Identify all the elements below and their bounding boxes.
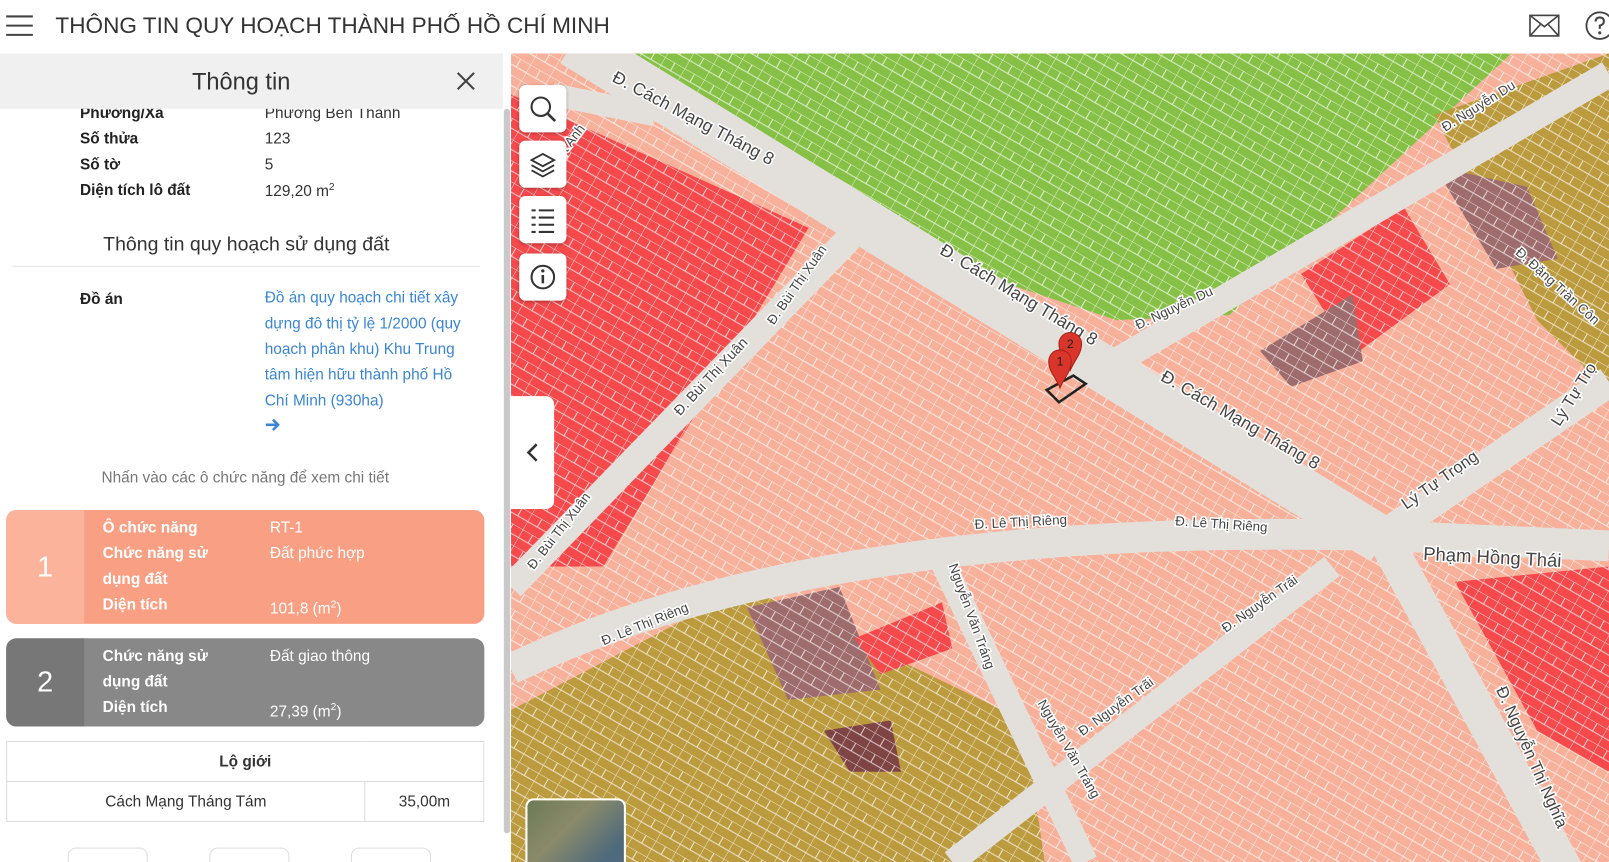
action-button[interactable] — [67, 847, 148, 862]
parcel-outline — [1044, 374, 1088, 404]
value-sup: 2 — [328, 181, 335, 193]
street-label: Đ. Lê Thị Riêng — [974, 512, 1067, 532]
cell-number: 1 — [6, 510, 85, 624]
marker-pin — [1048, 349, 1072, 390]
value-suffix: ) — [336, 600, 342, 618]
panel-body: Phường/Xã Phường Bến Thành Số thửa 123 S… — [0, 103, 503, 862]
cell-number: 2 — [6, 638, 85, 727]
panel-titlebar: Thông tin — [0, 53, 503, 109]
field-value: 5 — [264, 155, 274, 174]
cell-value: 27,39 (m2) — [270, 695, 342, 725]
map-marker[interactable]: 1 — [1048, 349, 1072, 390]
basemap-thumbnail[interactable] — [525, 798, 626, 862]
field-value: Phường Bến Thành — [264, 104, 401, 123]
divider — [12, 265, 481, 267]
info-button[interactable] — [519, 253, 567, 301]
header: THÔNG TIN QUY HOẠCH THÀNH PHỐ HỒ CHÍ MIN… — [0, 0, 1609, 54]
app-title: THÔNG TIN QUY HOẠCH THÀNH PHỐ HỒ CHÍ MIN… — [55, 12, 610, 38]
menu-button[interactable] — [4, 12, 35, 39]
field-label: Phường/Xã — [80, 104, 164, 123]
section-title: Thông tin quy hoạch sử dụng đất — [103, 233, 390, 256]
layers-button[interactable] — [519, 140, 567, 188]
field-value: 123 — [264, 130, 291, 148]
value-text: 129,20 m — [264, 182, 329, 201]
cell-value: Đất giao thông — [269, 647, 371, 665]
help-button[interactable] — [1584, 10, 1609, 41]
cell-label: Ô chức năng — [102, 519, 198, 537]
value-suffix: ) — [336, 702, 342, 721]
value-sup: 2 — [330, 701, 337, 714]
value-text: 27,39 (m — [269, 702, 331, 721]
legend-button[interactable] — [519, 196, 567, 244]
cell-value: 101,8 (m2) — [270, 592, 342, 622]
field-label: Diện tích lô đất — [80, 181, 191, 200]
mail-button[interactable] — [1529, 14, 1560, 37]
cell-label: Chức năng sử dụng đất — [102, 544, 208, 589]
cell-value: Đất phức hợp — [269, 544, 365, 563]
panel-title: Thông tin — [191, 67, 291, 95]
cell-label: Diện tích — [102, 596, 168, 614]
cell-value: RT-1 — [269, 519, 303, 537]
info-panel: Phường/Xã Phường Bến Thành Số thửa 123 S… — [0, 53, 512, 862]
action-button[interactable] — [209, 847, 290, 862]
table-title: Lộ giới — [6, 740, 485, 782]
collapse-tab[interactable] — [511, 396, 555, 509]
action-button[interactable] — [350, 847, 431, 862]
roads — [511, 53, 1609, 862]
value-text: 101,8 (m — [269, 600, 331, 618]
road-width-table: Lộ giới Cách Mạng Tháng Tám 35,00m — [6, 740, 485, 822]
field-label: Số tờ — [80, 155, 121, 174]
table-cell: 35,00m — [364, 780, 485, 822]
project-arrow[interactable] — [265, 417, 281, 433]
table-cell: Cách Mạng Tháng Tám — [6, 780, 366, 822]
scrollbar[interactable] — [503, 108, 510, 834]
field-label: Số thửa — [80, 130, 139, 148]
marker-label: 2 — [1067, 337, 1074, 351]
cell-label: Diện tích — [102, 698, 168, 717]
close-button[interactable] — [456, 71, 477, 92]
map-markers: 21 — [1044, 332, 1088, 404]
cell-label: Chức năng sử dụng đất — [102, 647, 208, 691]
field-value: 129,20 m2 — [265, 182, 335, 200]
marker-label: 1 — [1057, 354, 1064, 368]
hint: Nhấn vào các ô chức năng để xem chi tiết — [101, 468, 390, 487]
value-sup: 2 — [330, 599, 337, 611]
map[interactable]: Đ. Cách Mạng Tháng 8Đ. Cách Mạng Tháng 8… — [511, 53, 1609, 862]
cell-card[interactable]: 2 Chức năng sử dụng đất Đất giao thông D… — [6, 638, 485, 727]
project-link[interactable]: Đồ án quy hoạch chi tiết xây dựng đô thị… — [264, 289, 461, 410]
project-label: Đồ án — [80, 290, 123, 308]
cell-card[interactable]: 1 Ô chức năng RT-1 Chức năng sử dụng đất… — [6, 510, 485, 624]
search-button[interactable] — [519, 85, 567, 133]
